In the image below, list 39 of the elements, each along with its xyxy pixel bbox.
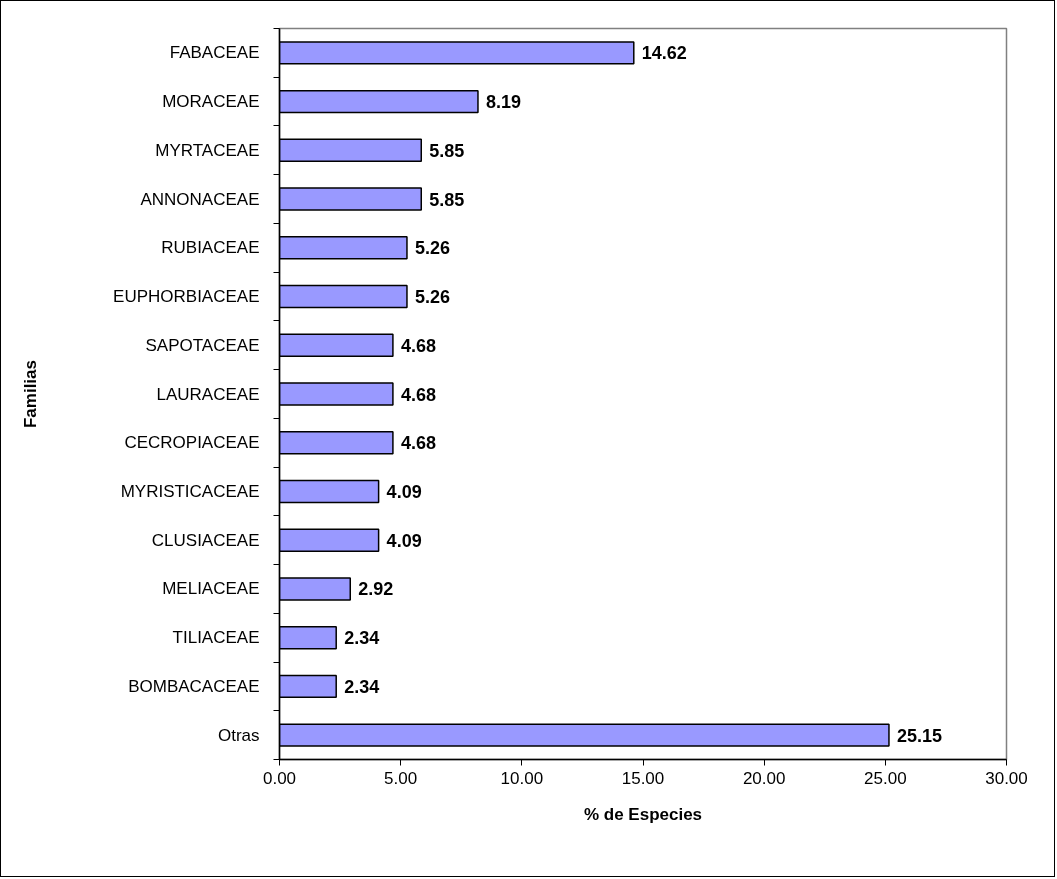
data-label: 25.15 xyxy=(896,725,943,746)
x-tick-label: 20.00 xyxy=(742,768,786,788)
data-label: 5.85 xyxy=(429,140,465,161)
data-label: 5.85 xyxy=(429,189,465,210)
y-tick-label: SAPOTACEAE xyxy=(145,335,260,355)
data-label: 4.68 xyxy=(400,433,436,454)
y-tick-label: EUPHORBIACEAE xyxy=(113,287,260,307)
y-axis-title: Familias xyxy=(21,359,41,429)
x-tick-label: 10.00 xyxy=(500,768,544,788)
y-tick-label: TILIACEAE xyxy=(172,628,260,648)
x-axis-title: % de Especies xyxy=(583,804,703,824)
y-tick-label: RUBIACEAE xyxy=(161,238,260,258)
data-label: 2.92 xyxy=(358,579,394,600)
x-tick-label: 5.00 xyxy=(384,768,418,788)
x-tick-label: 25.00 xyxy=(864,768,907,788)
y-tick-label: FABACEAE xyxy=(169,43,260,63)
data-label: 4.09 xyxy=(386,530,422,551)
y-tick-label: CLUSIACEAE xyxy=(151,530,260,550)
data-label: 4.68 xyxy=(400,335,436,356)
data-label: 4.09 xyxy=(386,481,422,502)
y-tick-label: Otras xyxy=(217,725,260,745)
data-label: 2.34 xyxy=(344,628,380,649)
y-tick-label: MYRISTICACEAE xyxy=(120,481,260,501)
data-label: 14.62 xyxy=(641,43,687,64)
x-tick-label: 15.00 xyxy=(621,768,665,788)
data-label: 5.26 xyxy=(414,287,451,308)
x-tick-label: 30.00 xyxy=(985,768,1028,788)
y-tick-label: MORACEAE xyxy=(162,92,260,112)
y-tick-label: BOMBACACEAE xyxy=(128,676,260,696)
data-label: 8.19 xyxy=(485,92,522,113)
y-tick-label: LAURACEAE xyxy=(156,384,260,404)
y-tick-label: MYRTACEAE xyxy=(155,140,260,160)
x-tick-label: 0.00 xyxy=(262,768,297,788)
y-tick-label: MELIACEAE xyxy=(162,579,260,599)
y-tick-label: ANNONACEAE xyxy=(140,189,260,209)
data-label: 5.26 xyxy=(414,238,451,259)
data-label: 4.68 xyxy=(400,384,436,405)
data-label: 2.34 xyxy=(344,676,380,697)
y-tick-label: CECROPIACEAE xyxy=(124,433,260,453)
